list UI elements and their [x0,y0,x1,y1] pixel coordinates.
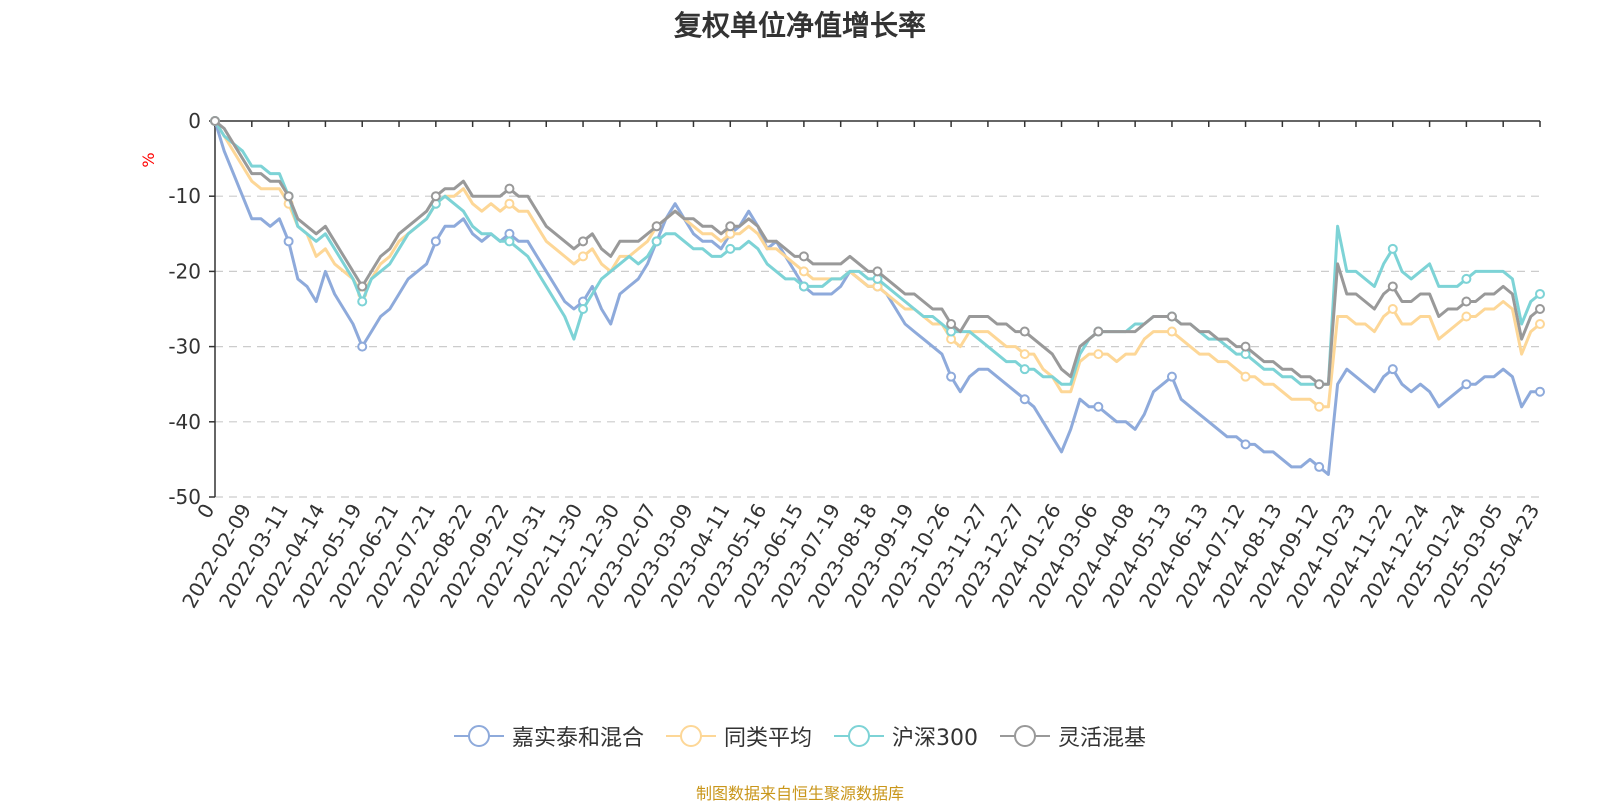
series-3-point-8 [283,191,294,202]
y-axis-unit-label: % [139,152,158,167]
series-0-point-24 [430,236,441,247]
legend-item-2[interactable]: 沪深300 [834,720,978,752]
series-3-point-24 [430,191,441,202]
series-0-point-120 [1314,461,1325,472]
legend-item-3[interactable]: 灵活混基 [1000,720,1146,752]
y-tick-label-0: 0 [188,109,201,133]
series-1-point-104 [1166,326,1177,337]
series-3-point-40 [578,236,589,247]
series-3-point-136 [1461,296,1472,307]
legend-swatch-icon [834,725,884,747]
series-3-point-112 [1240,341,1251,352]
legend-label: 灵活混基 [1058,726,1147,751]
y-tick-label-5: -50 [168,485,201,509]
series-3-point-72 [872,266,883,277]
series-3-point-80 [946,319,957,330]
series-2-point-64 [798,281,809,292]
legend-swatch-icon [1000,725,1050,747]
series-0-point-112 [1240,439,1251,450]
y-tick-label-4: -40 [168,410,201,434]
series-3-point-56 [725,221,736,232]
y-tick-label-1: -10 [168,184,201,208]
series-3-point-64 [798,251,809,262]
series-2-point-48 [651,236,662,247]
series-3-point-104 [1166,311,1177,322]
series-1-point-32 [504,198,515,209]
series-1-point-64 [798,266,809,277]
series-0-point-136 [1461,379,1472,390]
series-2-point-16 [357,296,368,307]
series-3-point-16 [357,281,368,292]
legend-swatch-icon [453,725,504,747]
x-tick-label-0: 0 [192,500,219,523]
series-layer [210,116,1545,476]
series-0-point-16 [357,341,368,352]
series-1-point-120 [1314,401,1325,412]
series-2-point-136 [1461,273,1472,284]
series-3-point-88 [1019,326,1030,337]
series-1-point-128 [1387,304,1398,314]
series-2-point-128 [1387,243,1398,254]
series-2-point-144 [1535,288,1545,299]
series-0-point-128 [1387,364,1398,375]
series-3-point-0 [210,116,220,126]
series-0-point-144 [1535,386,1545,397]
series-0-point-104 [1166,371,1177,382]
series-0-point-80 [946,371,957,382]
legend-label: 同类平均 [723,726,812,751]
series-2-point-32 [504,236,515,247]
y-tick-label-3: -30 [168,335,201,359]
series-3-point-32 [504,183,515,194]
chart-title: 复权单位净值增长率 [673,9,926,42]
series-3-point-144 [1535,304,1545,314]
series-1-point-96 [1093,349,1104,360]
source-note: 制图数据来自恒生聚源数据库 [695,784,904,803]
legend-label: 嘉实泰和混合 [511,726,644,751]
legend-swatch-icon [665,725,716,747]
series-line-3 [214,119,1541,386]
series-line-2 [213,120,1541,386]
series-3-point-128 [1387,281,1398,292]
y-tick-label-2: -20 [168,259,201,283]
series-1-point-144 [1535,319,1545,330]
legend: 嘉实泰和混合 同类平均 沪深300 灵活混基 [0,720,1600,752]
series-line-1 [213,120,1541,409]
legend-item-0[interactable]: 嘉实泰和混合 [453,720,644,752]
series-0-point-8 [283,236,294,247]
series-0-point-88 [1019,394,1030,405]
axis-layer: 0-10-20-30-40-5002022-02-092022-03-11202… [168,109,1544,612]
series-2-point-40 [578,304,589,314]
series-1-point-40 [578,251,589,262]
series-3-point-48 [651,221,662,232]
series-3-point-96 [1093,326,1104,337]
series-0-point-96 [1093,401,1104,412]
series-2-point-88 [1019,364,1030,375]
series-2-point-56 [725,243,736,254]
series-1-point-112 [1240,371,1251,382]
series-3-point-120 [1314,379,1325,390]
legend-label: 沪深300 [892,726,978,751]
legend-item-1[interactable]: 同类平均 [665,720,812,752]
series-1-point-136 [1461,311,1472,322]
series-1-point-88 [1019,349,1030,360]
